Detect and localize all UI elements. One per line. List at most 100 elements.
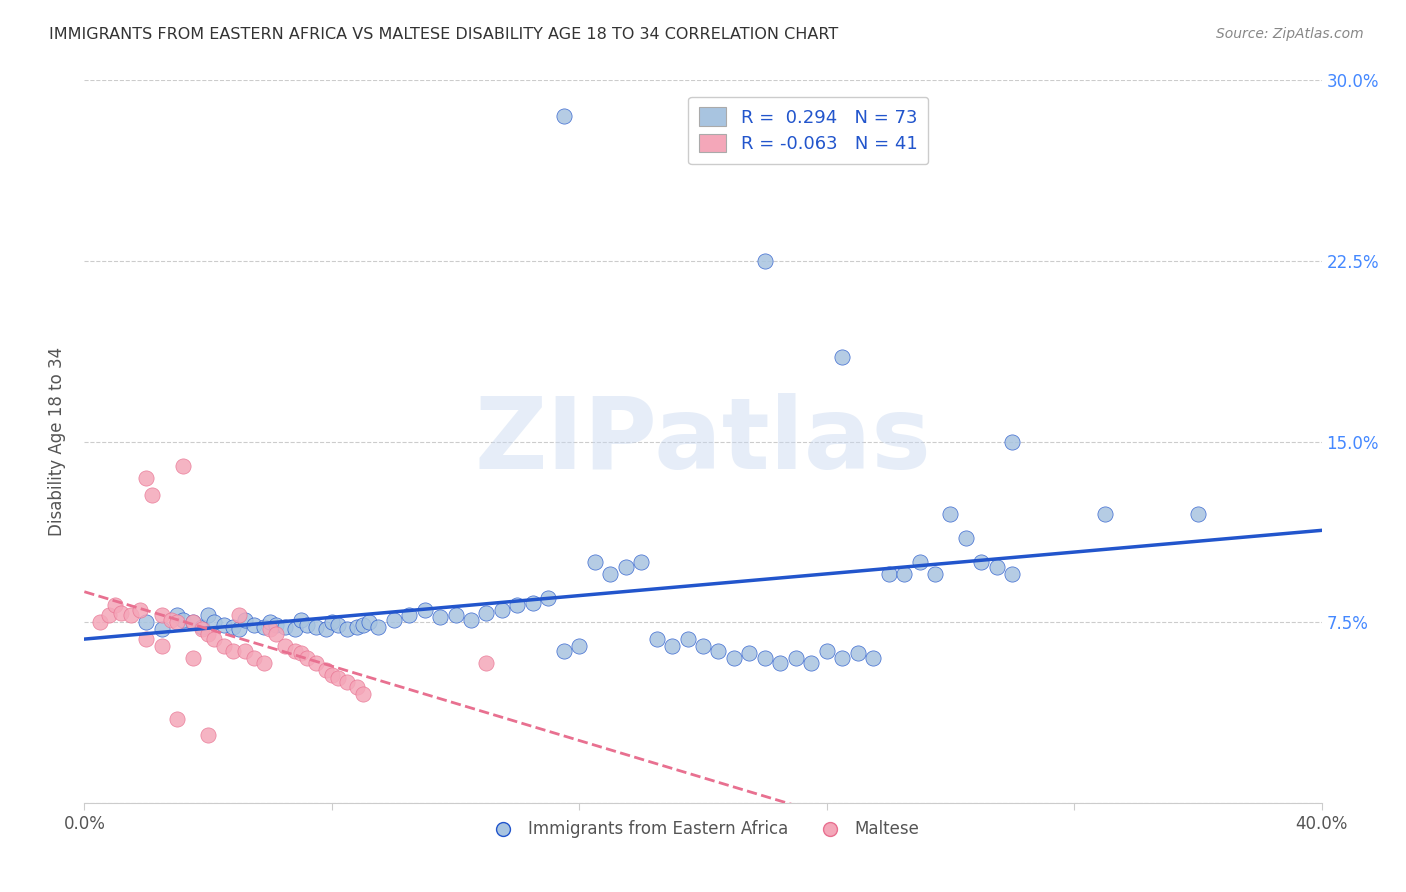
Point xyxy=(264,627,287,641)
Point xyxy=(800,656,823,670)
Point xyxy=(181,651,204,665)
Point xyxy=(645,632,668,646)
Point xyxy=(506,599,529,613)
Point xyxy=(150,639,173,653)
Point xyxy=(197,607,219,622)
Point xyxy=(893,567,915,582)
Point xyxy=(1001,567,1024,582)
Point xyxy=(274,639,297,653)
Point xyxy=(357,615,380,630)
Point xyxy=(326,617,349,632)
Point xyxy=(599,567,621,582)
Point xyxy=(986,559,1008,574)
Point xyxy=(135,632,157,646)
Text: Source: ZipAtlas.com: Source: ZipAtlas.com xyxy=(1216,27,1364,41)
Point xyxy=(924,567,946,582)
Point xyxy=(259,615,281,630)
Point xyxy=(413,603,436,617)
Point xyxy=(862,651,884,665)
Point xyxy=(160,613,183,627)
Point xyxy=(243,651,266,665)
Point xyxy=(315,623,337,637)
Point xyxy=(166,615,188,630)
Point xyxy=(537,591,560,605)
Point xyxy=(284,644,307,658)
Point xyxy=(191,620,214,634)
Point xyxy=(253,620,276,634)
Point xyxy=(939,507,962,521)
Point xyxy=(305,620,328,634)
Point xyxy=(661,639,683,653)
Point xyxy=(104,599,127,613)
Point xyxy=(522,596,544,610)
Point xyxy=(197,627,219,641)
Point xyxy=(284,623,307,637)
Point xyxy=(785,651,807,665)
Point xyxy=(346,680,368,694)
Point xyxy=(831,651,853,665)
Point xyxy=(707,644,730,658)
Point xyxy=(129,603,152,617)
Point xyxy=(568,639,591,653)
Point xyxy=(723,651,745,665)
Point xyxy=(141,487,163,501)
Point xyxy=(754,651,776,665)
Point xyxy=(305,656,328,670)
Point xyxy=(172,458,194,473)
Point xyxy=(475,606,498,620)
Point xyxy=(243,617,266,632)
Point xyxy=(191,623,214,637)
Point xyxy=(614,559,637,574)
Point xyxy=(1187,507,1209,521)
Point xyxy=(150,623,173,637)
Point xyxy=(908,555,931,569)
Point xyxy=(846,647,869,661)
Point xyxy=(264,617,287,632)
Point xyxy=(110,606,132,620)
Text: ZIPatlas: ZIPatlas xyxy=(475,393,931,490)
Point xyxy=(955,531,977,545)
Point xyxy=(222,620,245,634)
Point xyxy=(321,615,343,630)
Point xyxy=(630,555,652,569)
Point xyxy=(98,607,121,622)
Point xyxy=(290,647,312,661)
Legend: Immigrants from Eastern Africa, Maltese: Immigrants from Eastern Africa, Maltese xyxy=(479,814,927,845)
Point xyxy=(877,567,900,582)
Point xyxy=(815,644,838,658)
Point xyxy=(1001,434,1024,449)
Point xyxy=(346,620,368,634)
Point xyxy=(553,644,575,658)
Point xyxy=(398,607,420,622)
Point xyxy=(460,613,482,627)
Point xyxy=(222,644,245,658)
Point xyxy=(692,639,714,653)
Point xyxy=(754,253,776,268)
Point xyxy=(336,675,359,690)
Point xyxy=(135,470,157,484)
Point xyxy=(274,620,297,634)
Point xyxy=(166,607,188,622)
Point xyxy=(228,623,250,637)
Point xyxy=(676,632,699,646)
Point xyxy=(212,617,235,632)
Point xyxy=(253,656,276,670)
Point xyxy=(259,623,281,637)
Point xyxy=(553,109,575,123)
Point xyxy=(367,620,389,634)
Point xyxy=(290,613,312,627)
Point xyxy=(212,639,235,653)
Point xyxy=(352,617,374,632)
Point xyxy=(295,651,318,665)
Point xyxy=(326,671,349,685)
Point xyxy=(382,613,405,627)
Point xyxy=(228,607,250,622)
Point xyxy=(197,728,219,742)
Point xyxy=(135,615,157,630)
Point xyxy=(202,615,225,630)
Point xyxy=(89,615,111,630)
Point xyxy=(181,615,204,630)
Point xyxy=(769,656,792,670)
Point xyxy=(831,350,853,364)
Point xyxy=(491,603,513,617)
